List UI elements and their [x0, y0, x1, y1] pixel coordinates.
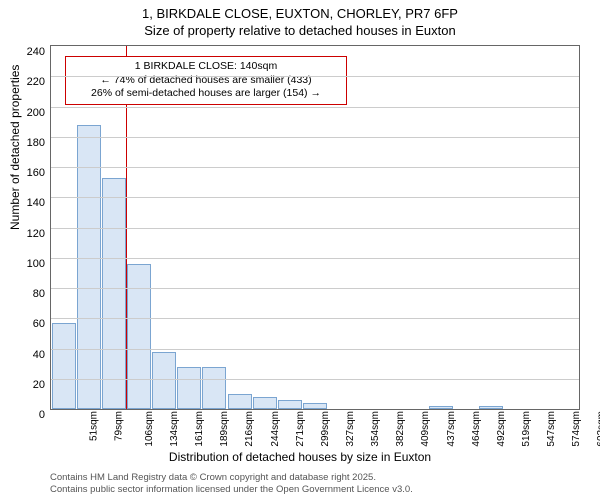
x-tick-label: 492sqm: [496, 411, 507, 447]
y-axis-label: Number of detached properties: [8, 65, 22, 230]
x-tick-label: 161sqm: [194, 411, 205, 447]
y-tick-label: 0: [39, 409, 45, 421]
x-tick-label: 602sqm: [597, 411, 600, 447]
x-tick-label: 409sqm: [421, 411, 432, 447]
annotation-line1: 1 BIRKDALE CLOSE: 140sqm: [72, 60, 340, 74]
x-tick-label: 437sqm: [446, 411, 457, 447]
bar: [278, 400, 302, 409]
y-tick-label: 160: [27, 167, 45, 179]
y-tick-label: 200: [27, 107, 45, 119]
x-tick-label: 51sqm: [88, 411, 99, 441]
gridline: [51, 76, 579, 77]
x-tick-label: 354sqm: [370, 411, 381, 447]
bar: [303, 403, 327, 409]
footer: Contains HM Land Registry data © Crown c…: [50, 472, 413, 496]
x-tick-label: 271sqm: [295, 411, 306, 447]
gridline: [51, 349, 579, 350]
gridline: [51, 379, 579, 380]
x-tick-label: 79sqm: [113, 411, 124, 441]
x-tick-label: 216sqm: [245, 411, 256, 447]
bar: [228, 394, 252, 409]
x-axis-label: Distribution of detached houses by size …: [0, 450, 600, 464]
x-tick-label: 382sqm: [395, 411, 406, 447]
gridline: [51, 107, 579, 108]
gridline: [51, 288, 579, 289]
gridline: [51, 258, 579, 259]
y-tick-label: 140: [27, 197, 45, 209]
bar: [429, 406, 453, 409]
footer-line1: Contains HM Land Registry data © Crown c…: [50, 472, 413, 484]
x-tick-label: 244sqm: [270, 411, 281, 447]
x-tick-label: 464sqm: [471, 411, 482, 447]
bar: [177, 367, 201, 409]
y-tick-label: 220: [27, 76, 45, 88]
bar: [52, 323, 76, 409]
y-tick-label: 60: [33, 318, 45, 330]
title-line2: Size of property relative to detached ho…: [0, 23, 600, 38]
gridline: [51, 167, 579, 168]
y-tick-label: 120: [27, 228, 45, 240]
x-tick-label: 189sqm: [219, 411, 230, 447]
bar: [127, 264, 151, 409]
bar: [152, 352, 176, 409]
x-tick-label: 134sqm: [169, 411, 180, 447]
footer-line2: Contains public sector information licen…: [50, 484, 413, 496]
plot-area: 1 BIRKDALE CLOSE: 140sqm ← 74% of detach…: [50, 45, 580, 410]
title-line1: 1, BIRKDALE CLOSE, EUXTON, CHORLEY, PR7 …: [0, 6, 600, 21]
bar: [253, 397, 277, 409]
y-tick-label: 240: [27, 46, 45, 58]
bar: [202, 367, 226, 409]
bar: [479, 406, 503, 409]
gridline: [51, 197, 579, 198]
annotation-line3: 26% of semi-detached houses are larger (…: [72, 87, 340, 101]
y-tick-label: 40: [33, 349, 45, 361]
y-tick-label: 100: [27, 258, 45, 270]
x-tick-label: 519sqm: [521, 411, 532, 447]
y-tick-label: 20: [33, 379, 45, 391]
gridline: [51, 137, 579, 138]
y-tick-label: 80: [33, 288, 45, 300]
annotation-box: 1 BIRKDALE CLOSE: 140sqm ← 74% of detach…: [65, 56, 347, 105]
y-tick-label: 180: [27, 137, 45, 149]
x-tick-label: 106sqm: [144, 411, 155, 447]
x-tick-label: 327sqm: [345, 411, 356, 447]
x-tick-label: 299sqm: [320, 411, 331, 447]
gridline: [51, 228, 579, 229]
gridline: [51, 318, 579, 319]
x-tick-label: 574sqm: [571, 411, 582, 447]
x-tick-label: 547sqm: [546, 411, 557, 447]
bar: [102, 178, 126, 409]
